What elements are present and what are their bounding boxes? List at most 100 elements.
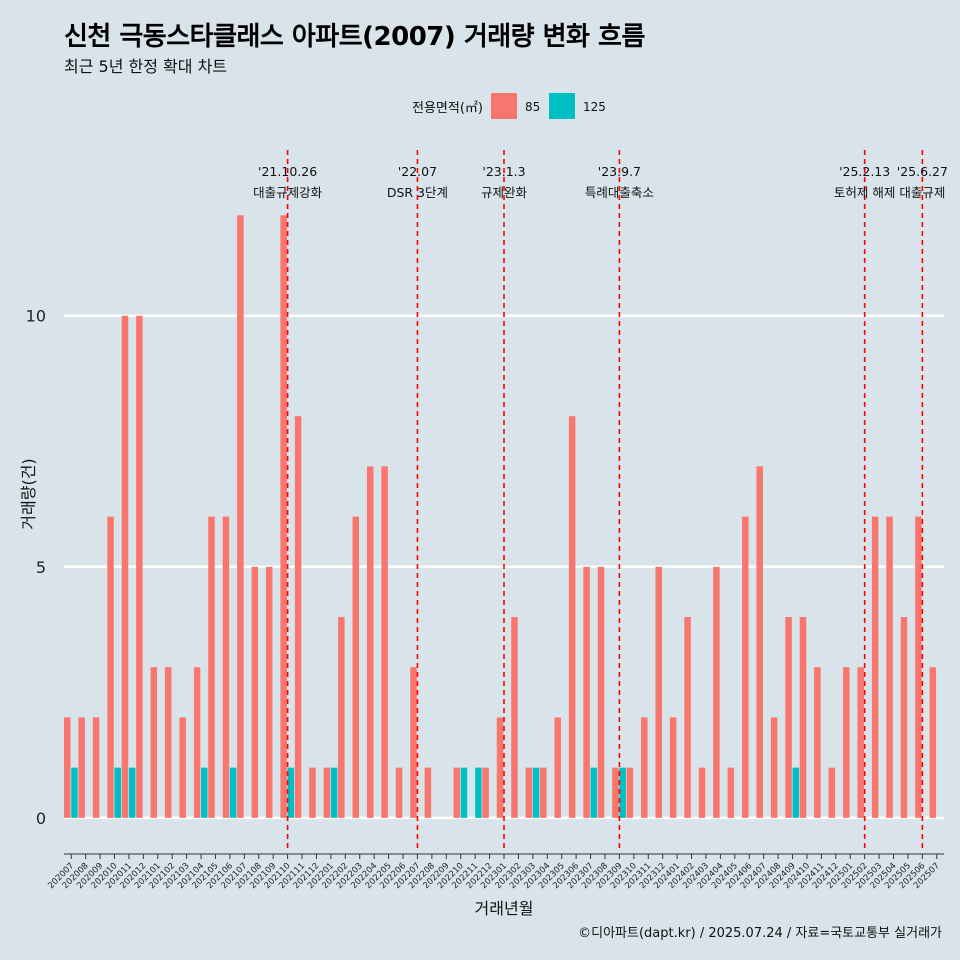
bar-85-202104	[193, 667, 201, 818]
event-label: 대출규제강화	[253, 185, 323, 200]
y-tick-label: 0	[36, 809, 46, 828]
chart-subtitle: 최근 5년 한정 확대 차트	[64, 57, 228, 76]
event-label: 대출규제	[899, 185, 945, 200]
bar-85-202107	[237, 215, 244, 818]
bar-125-202211	[475, 767, 482, 818]
bar-85-202303	[525, 767, 533, 818]
bar-85-202501	[843, 667, 850, 818]
bar-125-202010	[114, 767, 121, 818]
bar-85-202506	[915, 516, 922, 818]
bar-85-202204	[366, 466, 374, 818]
bar-85-202012	[136, 315, 143, 818]
bar-125-202104	[201, 767, 208, 818]
legend-title: 전용면적(㎡)	[412, 101, 483, 116]
bar-85-202407	[756, 466, 763, 818]
bar-125-202210	[460, 767, 468, 818]
bar-85-202105	[208, 516, 215, 818]
bar-125-202303	[532, 767, 540, 818]
y-tick-label: 5	[36, 558, 46, 577]
event-label: 토허제 해제	[834, 185, 895, 200]
bar-85-202208	[424, 767, 432, 818]
bar-125-202409	[792, 767, 800, 818]
bar-85-202307	[583, 566, 590, 818]
bar-85-202310	[626, 767, 634, 818]
event-date: '22.07	[398, 164, 437, 179]
bar-85-202402	[684, 617, 691, 818]
bar-85-202507	[929, 667, 937, 818]
bar-125-202011	[128, 767, 136, 818]
bar-85-202110	[280, 215, 287, 818]
bar-85-202101	[150, 667, 158, 818]
bar-85-202207	[410, 667, 417, 818]
axes: 0510202007202008202009202010202011202012…	[19, 307, 944, 918]
y-tick-label: 10	[26, 307, 46, 326]
bar-85-202308	[597, 566, 605, 818]
event-label: DSR 3단계	[387, 185, 448, 200]
event-date: '25.2.13	[839, 164, 890, 179]
bar-85-202503	[871, 516, 879, 818]
legend-swatch-125	[549, 93, 575, 119]
bar-85-202106	[222, 516, 230, 818]
bar-85-202401	[669, 717, 677, 818]
bar-85-202411	[814, 667, 821, 818]
bar-85-202409	[785, 617, 792, 818]
x-axis-title: 거래년월	[475, 899, 534, 918]
bar-85-202201	[323, 767, 331, 818]
chart-title: 신천 극동스타클래스 아파트(2007) 거래량 변화 흐름	[64, 22, 645, 52]
bar-125-202309	[619, 767, 626, 818]
bar-85-202311	[641, 717, 648, 818]
bar-85-202306	[568, 416, 576, 818]
bar-85-202309	[612, 767, 619, 818]
bar-85-202205	[381, 466, 388, 818]
bar-85-202403	[698, 767, 706, 818]
bar-85-202305	[554, 717, 561, 818]
bar-85-202103	[179, 717, 186, 818]
bar-85-202304	[540, 767, 547, 818]
event-lines: '21.10.26 대출규제강화 '22.07 DSR 3단계 '23.1.3 규제완화 '…	[253, 150, 948, 848]
event-date: '21.10.26	[258, 164, 317, 179]
bar-85-202406	[742, 516, 749, 818]
bar-85-202505	[900, 617, 908, 818]
bar-85-202301	[496, 717, 504, 818]
event-date: '23.1.3	[482, 164, 525, 179]
bar-85-202504	[886, 516, 893, 818]
bar-85-202011	[121, 315, 129, 818]
event-label: 특례대출축소	[585, 185, 654, 200]
bar-85-202404	[713, 566, 720, 818]
event-date: '23.9.7	[598, 164, 641, 179]
bars	[64, 215, 937, 818]
bar-85-202203	[352, 516, 360, 818]
bar-85-202010	[107, 516, 114, 818]
y-axis-title: 거래량(건)	[19, 458, 38, 529]
bar-125-202307	[590, 767, 598, 818]
bar-85-202412	[828, 767, 836, 818]
bar-125-202106	[229, 767, 237, 818]
legend-swatch-85	[491, 93, 517, 119]
bar-85-202405	[727, 767, 735, 818]
legend-label-125: 125	[583, 100, 606, 114]
bar-85-202212	[482, 767, 489, 818]
bar-85-202312	[655, 566, 662, 818]
bar-85-202408	[770, 717, 778, 818]
bar-85-202007	[64, 717, 71, 818]
bar-85-202302	[511, 617, 518, 818]
bar-85-202202	[338, 617, 345, 818]
bar-85-202109	[265, 566, 273, 818]
bar-85-202206	[395, 767, 403, 818]
bar-85-202102	[164, 667, 172, 818]
bar-85-202112	[309, 767, 316, 818]
bar-125-202201	[330, 767, 338, 818]
bar-85-202108	[251, 566, 259, 818]
event-date: '25.6.27	[897, 164, 948, 179]
bar-85-202210	[453, 767, 460, 818]
bar-85-202008	[78, 717, 85, 818]
bar-85-202410	[799, 617, 807, 818]
bar-125-202007	[71, 767, 78, 818]
legend-label-85: 85	[525, 100, 540, 114]
bar-125-202110	[287, 767, 295, 818]
bar-85-202111	[294, 416, 302, 818]
event-label: 규제완화	[481, 185, 528, 200]
bar-85-202502	[857, 667, 864, 818]
bar-85-202009	[92, 717, 100, 818]
